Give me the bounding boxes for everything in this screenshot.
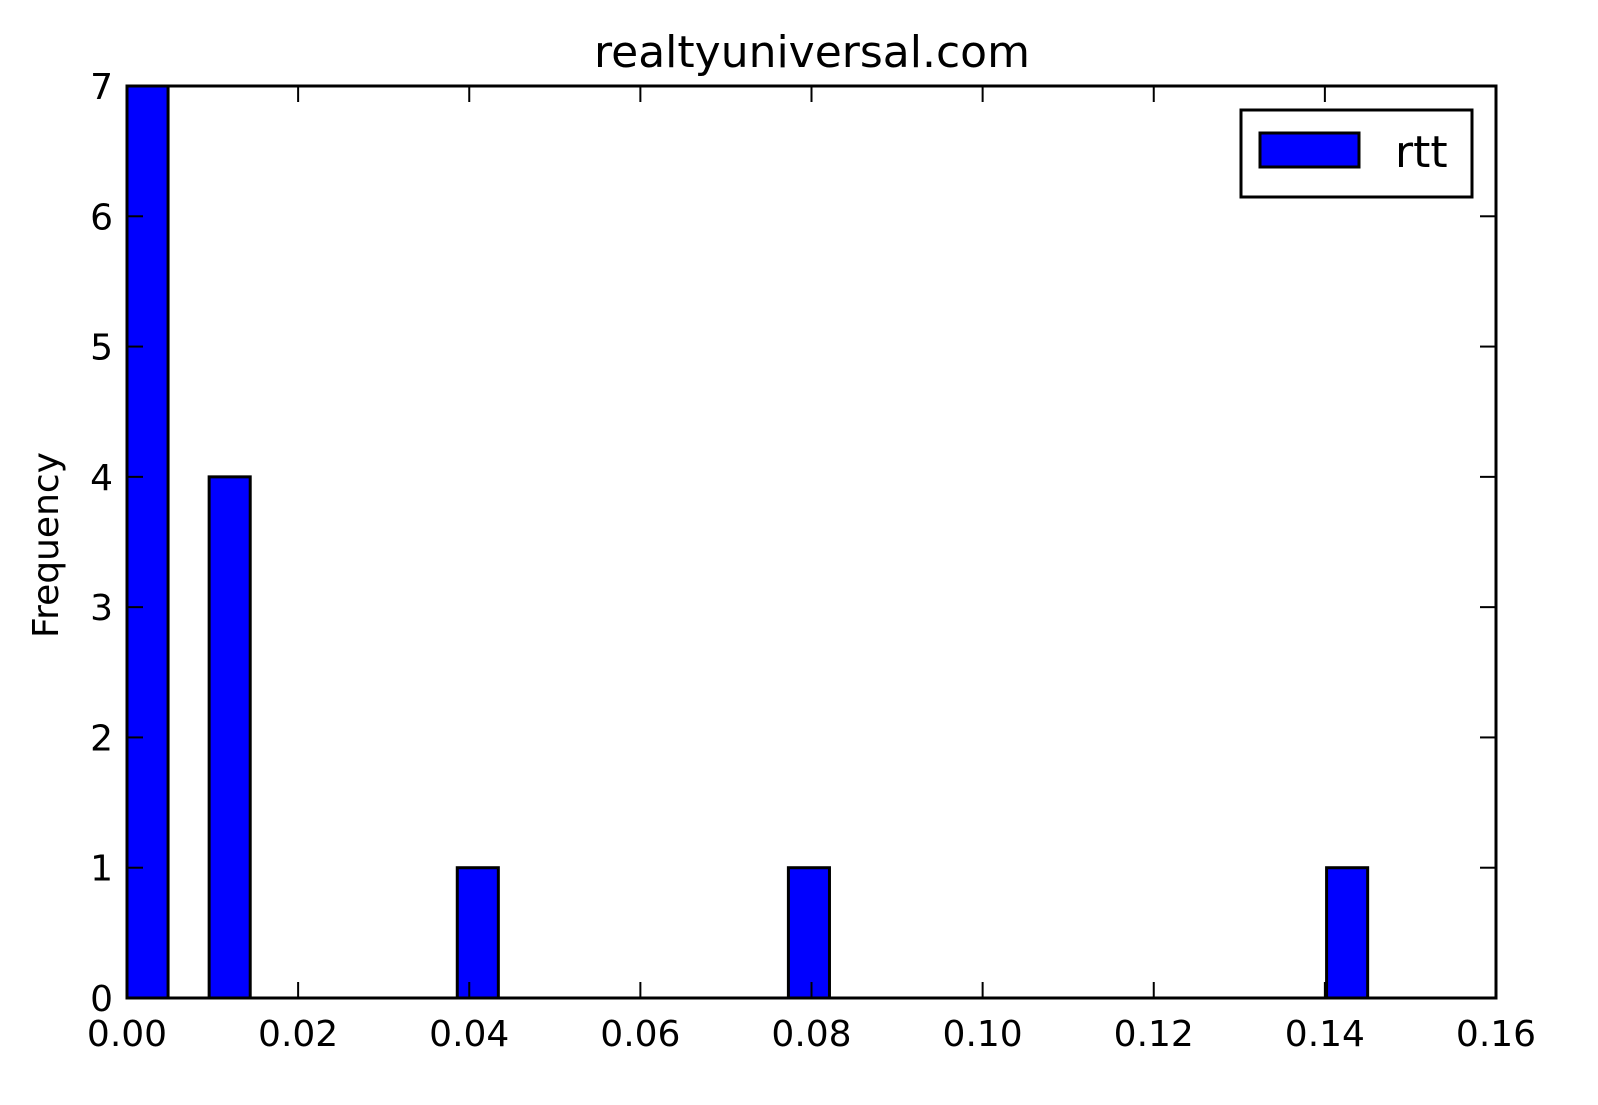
x-tick-label-0: 0.00 [87,1014,167,1055]
y-tick-label-1: 1 [90,849,113,890]
x-tick-label-4: 0.08 [771,1014,851,1055]
y-tick-label-6: 6 [90,197,113,238]
y-tick-label-0: 0 [90,979,113,1020]
y-tick-label-2: 2 [90,718,113,759]
x-tick-label-8: 0.16 [1456,1014,1536,1055]
plot-frame [125,84,1498,1000]
y-tick-label-5: 5 [90,328,113,369]
histogram-bar-4 [1325,866,1370,1000]
legend: rtt [1239,108,1474,199]
y-tick-label-3: 3 [90,588,113,629]
x-tick-label-2: 0.04 [429,1014,509,1055]
x-tick-label-5: 0.10 [943,1014,1023,1055]
histogram-bar-1 [207,475,252,1000]
x-tick-label-3: 0.06 [600,1014,680,1055]
x-tick-label-7: 0.14 [1285,1014,1365,1055]
legend-swatch-rtt [1258,131,1361,169]
bars-group [125,84,1370,1000]
ticks-group: 0.00 0.02 0.04 0.06 0.08 0.10 0.12 0.14 0.16 0 1 2 3… [87,67,1536,1055]
histogram-bar-3 [786,866,831,1000]
chart-title: realtyuniversal.com [594,27,1030,78]
legend-label-rtt: rtt [1395,127,1448,178]
x-tick-label-6: 0.12 [1114,1014,1194,1055]
y-axis-label: Frequency [26,452,67,638]
histogram-bar-0 [125,84,170,1000]
x-tick-label-1: 0.02 [258,1014,338,1055]
histogram-bar-2 [455,866,500,1000]
y-tick-label-4: 4 [90,458,113,499]
y-tick-label-7: 7 [90,67,113,108]
